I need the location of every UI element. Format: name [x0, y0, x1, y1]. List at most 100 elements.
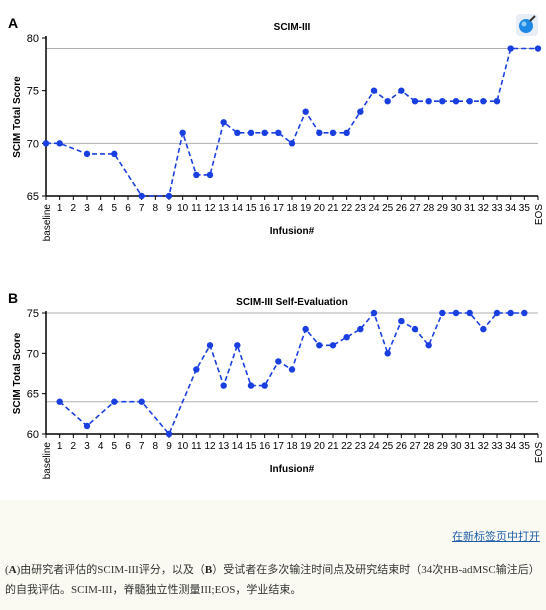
chart-a-x-tick-label: 7 — [139, 203, 145, 214]
chart-b-data-point — [452, 309, 460, 317]
chart-a-x-tick-label: 30 — [450, 203, 462, 214]
chart-b-data-point — [466, 309, 473, 317]
chart-a-data-point — [398, 87, 405, 94]
chart-b-data-point — [275, 358, 282, 365]
chart-a-x-tick-label: 4 — [98, 203, 104, 214]
chart-a-x-tick-label-eos: EOS — [534, 204, 545, 225]
chart-a-x-axis-label: Infusion# — [270, 226, 315, 237]
chart-a-x-tick-label: 29 — [437, 203, 449, 214]
chart-a-data-point — [316, 129, 323, 136]
chart-b-data-point — [411, 325, 419, 333]
chart-b-x-tick-label: 21 — [327, 441, 339, 452]
chart-a-x-tick-label: 5 — [112, 203, 118, 214]
chart-a-data-point — [206, 171, 214, 179]
chart-a-x-tick-label: 33 — [491, 203, 503, 214]
chart-a-x-tick-label: 2 — [71, 203, 77, 214]
chart-a-x-tick-label: 28 — [423, 203, 435, 214]
chart-b-panel-label: B — [8, 290, 18, 306]
chart-b-x-tick-label: 6 — [125, 441, 131, 452]
chart-b-data-point — [357, 325, 364, 333]
chart-b-x-tick-label: 10 — [177, 441, 189, 452]
chart-b-y-tick-label: 70 — [27, 348, 39, 360]
chart-b-data-point — [507, 309, 514, 317]
chart-a-y-tick-label: 70 — [27, 138, 39, 150]
chart-b-title: SCIM-III Self-Evaluation — [236, 297, 348, 308]
chart-a-data-point — [439, 98, 446, 105]
chart-a-data-point — [507, 45, 514, 52]
chart-a-data-point — [220, 119, 227, 126]
chart-b-data-point — [138, 398, 145, 405]
chart-a-x-tick-label: 23 — [355, 203, 367, 214]
chart-b-data-point — [343, 334, 350, 341]
chart-a-data-point — [247, 129, 255, 136]
blue-sphere-icon[interactable] — [516, 14, 538, 36]
chart-b-data-point — [316, 342, 323, 349]
chart-a-data-point — [384, 98, 391, 105]
chart-b-y-tick-label: 75 — [27, 308, 39, 320]
chart-a-x-tick-label: 25 — [382, 203, 394, 214]
chart-b-data-point — [165, 430, 173, 438]
chart-a-data-point — [370, 87, 378, 94]
chart-a-data-point — [343, 129, 350, 136]
chart-b-data-point — [206, 342, 214, 349]
chart-b-data-point — [234, 342, 241, 349]
chart-a-data-point — [56, 140, 63, 147]
chart-b-data-point — [521, 309, 528, 317]
chart-b-x-tick-label: 4 — [98, 441, 104, 452]
chart-a-y-axis-label: SCIM Total Score — [12, 76, 23, 158]
chart-a-data-point — [411, 98, 419, 105]
chart-panel-b: B SCIM-III Self-Evaluation60657075baselin… — [8, 290, 545, 479]
chart-b-x-tick-label: 9 — [166, 441, 172, 452]
chart-b-x-tick-label: 18 — [286, 441, 298, 452]
chart-a-data-point — [466, 98, 473, 105]
chart-a-x-tick-label: 10 — [177, 203, 189, 214]
chart-a-x-tick-label: 15 — [245, 203, 257, 214]
chart-a-data-point — [357, 108, 364, 115]
chart-b-x-tick-label: 34 — [505, 441, 517, 452]
chart-b-x-tick-label: 27 — [409, 441, 421, 452]
chart-a-data-point — [42, 140, 50, 147]
caption-text-a: 由研究者评估的SCIM-III评分，以及（ — [20, 564, 205, 576]
chart-a-x-tick-label: 13 — [218, 203, 230, 214]
chart-a-data-point — [288, 140, 296, 147]
chart-b-data-point — [111, 398, 118, 405]
chart-b-data-point — [288, 366, 296, 373]
chart-a-y-tick-label: 80 — [27, 33, 39, 45]
chart-b-data-point — [480, 325, 487, 333]
chart-b-data-point — [220, 382, 227, 389]
chart-a-x-tick-label: 8 — [153, 203, 159, 214]
chart-a-x-tick-label: 12 — [204, 203, 216, 214]
chart-b-x-tick-label: 32 — [478, 441, 490, 452]
chart-a-x-tick-label: 32 — [478, 203, 490, 214]
figure-footer: 在新标签页中打开 (A)由研究者评估的SCIM-III评分，以及（B）受试者在多… — [0, 500, 546, 610]
chart-b-data-point — [439, 309, 446, 317]
chart-b-data-point — [83, 422, 91, 430]
chart-a-x-tick-label: 17 — [273, 203, 285, 214]
chart-a-panel-label: A — [8, 15, 18, 31]
chart-a-title: SCIM-III — [274, 22, 311, 33]
chart-a-x-tick-label: 1 — [57, 203, 63, 214]
chart-b-data-point — [329, 342, 337, 349]
chart-a-data-point — [193, 171, 200, 179]
chart-b-x-tick-label: 2 — [71, 441, 77, 452]
chart-a-data-point — [179, 129, 186, 136]
chart-a-data-point — [329, 129, 337, 136]
chart-b-data-point — [193, 366, 200, 373]
chart-b-data-point — [247, 382, 255, 389]
chart-a-x-tick-label: 21 — [327, 203, 339, 214]
chart-a-data-point — [302, 108, 309, 115]
chart-b-x-tick-label: 29 — [437, 441, 449, 452]
chart-a-x-tick-label: 6 — [125, 203, 131, 214]
chart-b-x-tick-label: 11 — [191, 441, 202, 452]
chart-a-x-tick-label: 18 — [286, 203, 298, 214]
chart-a-x-tick-label: 27 — [409, 203, 421, 214]
chart-a-data-point — [425, 98, 432, 105]
caption-label-a: A — [8, 564, 17, 576]
chart-a-data-point — [234, 129, 241, 136]
chart-b-series-line — [59, 311, 525, 436]
chart-a-x-tick-label: 26 — [396, 203, 408, 214]
chart-b-x-tick-label: 12 — [204, 441, 216, 452]
chart-b-data-point — [493, 309, 501, 317]
open-in-new-tab-link[interactable]: 在新标签页中打开 — [452, 531, 540, 543]
